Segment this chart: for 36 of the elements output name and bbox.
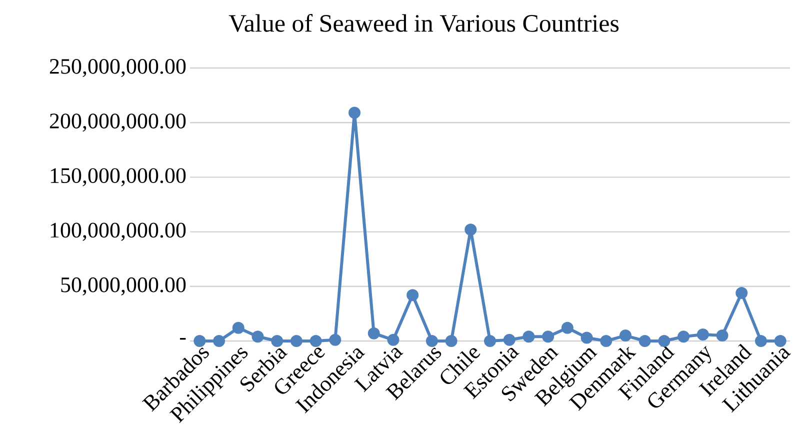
point (329, 334, 342, 346)
point (445, 335, 458, 347)
point (754, 335, 767, 347)
point (194, 335, 206, 347)
point (716, 330, 728, 342)
point (464, 224, 477, 236)
point (387, 334, 400, 346)
point (600, 335, 612, 347)
point (290, 335, 302, 347)
point (774, 335, 786, 347)
point (426, 335, 438, 347)
point (678, 330, 690, 343)
y-tick-label: 250,000,000.00 (50, 59, 186, 78)
point (484, 335, 496, 347)
y-tick-label: 50,000,000.00 (61, 277, 186, 296)
point (561, 322, 574, 334)
point (542, 330, 554, 343)
y-tick-label: 200,000,000.00 (50, 114, 186, 132)
point (580, 332, 593, 344)
point (271, 335, 284, 347)
point (348, 106, 361, 119)
point (368, 327, 380, 340)
point (232, 322, 244, 334)
point (736, 286, 748, 299)
y-tick-label: 100,000,000.00 (50, 222, 186, 241)
point (522, 330, 535, 343)
y-tick-label: - (180, 338, 186, 340)
point (213, 335, 226, 347)
point (406, 289, 419, 302)
point (696, 328, 709, 340)
y-tick-label: 150,000,000.00 (50, 168, 186, 186)
chart-title: Value of Seaweed in Various Countries (228, 14, 619, 32)
point (310, 335, 322, 347)
point (503, 334, 516, 346)
point (252, 330, 264, 343)
point (619, 330, 632, 342)
